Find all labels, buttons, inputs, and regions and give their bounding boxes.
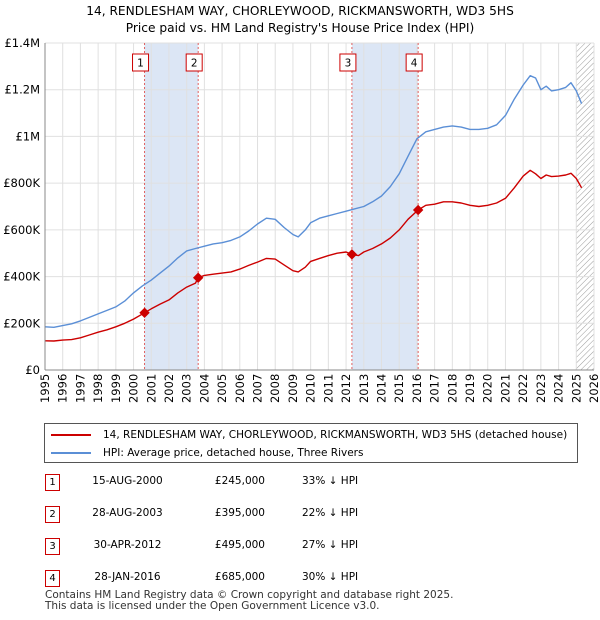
legend-label-hpi: HPI: Average price, detached house, Thre… bbox=[103, 447, 364, 459]
x-tick-label: 2010 bbox=[304, 374, 318, 403]
sale-number-label: 4 bbox=[411, 58, 418, 70]
x-tick-label: 2026 bbox=[587, 374, 600, 403]
table-row: 2 28-AUG-2003 £395,000 22% ↓ HPI bbox=[40, 506, 460, 524]
sale-number-box bbox=[405, 53, 423, 72]
x-tick-label: 1999 bbox=[109, 374, 123, 403]
sale-point bbox=[139, 307, 150, 318]
y-tick-label: £800K bbox=[3, 176, 40, 190]
transaction-hpi-diff: 33% ↓ HPI bbox=[302, 475, 359, 487]
x-tick-label: 2006 bbox=[233, 374, 247, 403]
sale-period-shade bbox=[144, 43, 199, 370]
x-tick-label: 2015 bbox=[392, 374, 406, 403]
sale-number-box bbox=[185, 53, 203, 72]
x-tick-label: 1996 bbox=[56, 374, 70, 403]
transaction-price: £495,000 bbox=[214, 539, 265, 551]
x-tick-label: 2016 bbox=[410, 374, 424, 403]
x-tick-label: 2022 bbox=[516, 374, 530, 403]
y-tick-label: £200K bbox=[3, 316, 40, 330]
footer-line-1: Contains HM Land Registry data © Crown c… bbox=[45, 589, 454, 601]
transaction-number-badge: 2 bbox=[45, 506, 60, 523]
title-line-2: Price paid vs. HM Land Registry's House … bbox=[125, 21, 475, 35]
sale-point bbox=[412, 204, 424, 216]
legend-swatch-hpi bbox=[51, 452, 91, 454]
table-row: 4 28-JAN-2016 £685,000 30% ↓ HPI bbox=[40, 570, 460, 588]
sale-number-box bbox=[339, 53, 357, 72]
series-line-property bbox=[44, 169, 583, 342]
footer-attribution: Contains HM Land Registry data © Crown c… bbox=[45, 590, 453, 612]
x-tick-label: 2008 bbox=[268, 374, 282, 403]
chart-title: 14, RENDLESHAM WAY, CHORLEYWOOD, RICKMAN… bbox=[0, 3, 600, 37]
legend-label-property: 14, RENDLESHAM WAY, CHORLEYWOOD, RICKMAN… bbox=[103, 429, 568, 441]
transaction-hpi-diff: 22% ↓ HPI bbox=[302, 507, 359, 519]
transaction-number-badge: 4 bbox=[45, 570, 60, 587]
x-tick-label: 2000 bbox=[127, 374, 141, 403]
price-chart: 1 2 3 4 £0 £200K £400K £600K £800K £1M £1.2M £1.4M… bbox=[3, 36, 600, 403]
transaction-price: £395,000 bbox=[214, 507, 265, 519]
table-row: 1 15-AUG-2000 £245,000 33% ↓ HPI bbox=[40, 474, 460, 492]
y-tick-label: £600K bbox=[3, 223, 40, 237]
x-tick-label: 2011 bbox=[321, 374, 335, 403]
x-tick-label: 2009 bbox=[286, 374, 300, 403]
x-tick-label: 2023 bbox=[534, 374, 548, 403]
sale-number-box bbox=[132, 53, 150, 72]
y-tick-label: £1.2M bbox=[4, 83, 40, 97]
series-line-hpi bbox=[44, 74, 583, 328]
legend-swatch-property bbox=[51, 434, 91, 436]
forecast-hatch-area bbox=[576, 43, 594, 370]
y-tick-label: £0 bbox=[25, 363, 40, 377]
transaction-price: £685,000 bbox=[214, 571, 265, 583]
transaction-date: 28-JAN-2016 bbox=[94, 571, 161, 583]
x-tick-label: 2012 bbox=[339, 374, 353, 403]
x-tick-label: 2001 bbox=[144, 374, 158, 403]
x-tick-label: 2025 bbox=[569, 374, 583, 403]
x-tick-label: 2002 bbox=[162, 374, 176, 403]
x-tick-label: 2020 bbox=[481, 374, 495, 403]
x-tick-label: 2013 bbox=[357, 374, 371, 403]
sale-point bbox=[192, 272, 204, 283]
transaction-date: 28-AUG-2003 bbox=[92, 507, 163, 519]
x-tick-label: 1995 bbox=[38, 374, 52, 403]
table-row: 3 30-APR-2012 £495,000 27% ↓ HPI bbox=[40, 538, 460, 556]
x-tick-label: 2014 bbox=[374, 374, 388, 403]
x-tick-label: 2003 bbox=[180, 374, 194, 403]
x-tick-label: 2018 bbox=[445, 374, 459, 403]
x-tick-label: 2005 bbox=[215, 374, 229, 403]
y-tick-label: £1.4M bbox=[4, 36, 40, 50]
transaction-hpi-diff: 30% ↓ HPI bbox=[302, 571, 359, 583]
transaction-price: £245,000 bbox=[214, 475, 265, 487]
sale-number-label: 3 bbox=[345, 58, 352, 70]
sale-number-label: 1 bbox=[137, 58, 144, 70]
footer-line-2: This data is licensed under the Open Gov… bbox=[45, 600, 380, 612]
x-tick-label: 2007 bbox=[251, 374, 265, 403]
title-line-1: 14, RENDLESHAM WAY, CHORLEYWOOD, RICKMAN… bbox=[86, 4, 514, 18]
x-tick-label: 2021 bbox=[498, 374, 512, 403]
transaction-date: 30-APR-2012 bbox=[93, 539, 162, 551]
x-tick-label: 1997 bbox=[73, 374, 87, 403]
transaction-hpi-diff: 27% ↓ HPI bbox=[302, 539, 359, 551]
x-tick-label: 2004 bbox=[197, 374, 211, 403]
y-tick-label: £1M bbox=[15, 129, 40, 143]
chart-legend: 14, RENDLESHAM WAY, CHORLEYWOOD, RICKMAN… bbox=[44, 423, 578, 463]
transaction-number-badge: 1 bbox=[45, 474, 60, 491]
transaction-date: 15-AUG-2000 bbox=[92, 475, 163, 487]
transaction-number-badge: 3 bbox=[45, 538, 60, 555]
y-tick-label: £400K bbox=[3, 270, 40, 284]
sale-number-label: 2 bbox=[191, 58, 198, 70]
x-tick-label: 2017 bbox=[428, 374, 442, 403]
sale-point bbox=[346, 249, 358, 260]
x-tick-label: 2019 bbox=[463, 374, 477, 403]
x-tick-label: 2024 bbox=[552, 374, 566, 403]
x-tick-label: 1998 bbox=[91, 374, 105, 403]
